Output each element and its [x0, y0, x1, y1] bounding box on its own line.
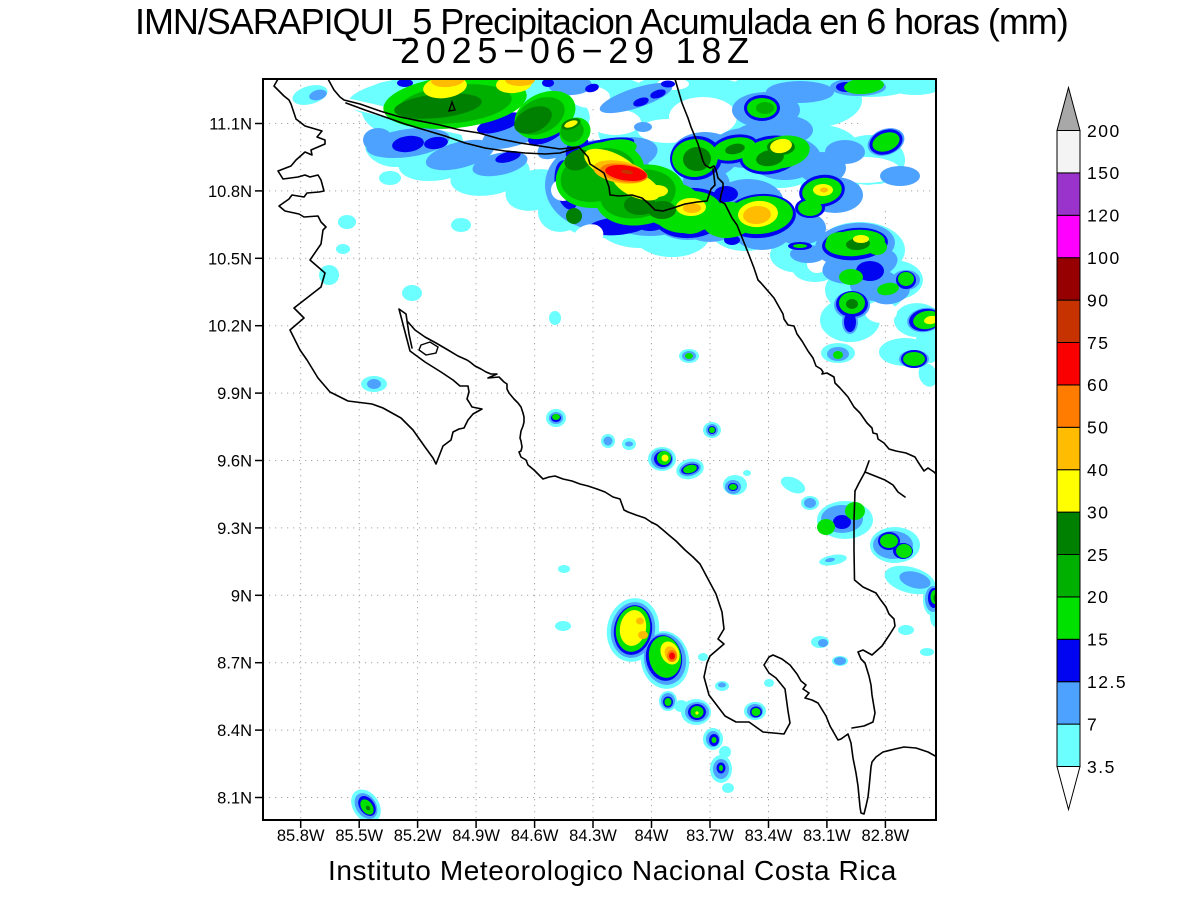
svg-text:9N: 9N: [231, 587, 252, 605]
svg-text:82.8W: 82.8W: [862, 827, 910, 845]
svg-text:40: 40: [1087, 460, 1109, 480]
svg-text:75: 75: [1087, 333, 1109, 353]
svg-text:120: 120: [1087, 206, 1121, 226]
svg-text:9.9N: 9.9N: [217, 385, 252, 403]
svg-text:83.1W: 83.1W: [803, 827, 851, 845]
svg-text:7: 7: [1087, 714, 1098, 734]
svg-text:3.5: 3.5: [1087, 757, 1116, 777]
svg-text:Instituto Meteorologico Nacion: Instituto Meteorologico Nacional Costa R…: [328, 855, 897, 886]
svg-text:9.6N: 9.6N: [217, 453, 252, 471]
svg-text:10.5N: 10.5N: [208, 250, 252, 268]
svg-text:25: 25: [1087, 545, 1109, 565]
svg-text:150: 150: [1087, 163, 1121, 183]
svg-text:10.2N: 10.2N: [208, 318, 252, 336]
svg-text:90: 90: [1087, 290, 1109, 310]
svg-text:83.4W: 83.4W: [745, 827, 793, 845]
svg-text:2025−06−29 18Z: 2025−06−29 18Z: [400, 30, 755, 71]
svg-text:10.8N: 10.8N: [208, 183, 252, 201]
svg-text:15: 15: [1087, 630, 1109, 650]
svg-text:30: 30: [1087, 502, 1109, 522]
svg-text:100: 100: [1087, 248, 1121, 268]
svg-text:84.3W: 84.3W: [569, 827, 617, 845]
svg-text:85.8W: 85.8W: [277, 827, 325, 845]
svg-text:85.2W: 85.2W: [394, 827, 442, 845]
svg-text:60: 60: [1087, 375, 1109, 395]
svg-text:84.6W: 84.6W: [511, 827, 559, 845]
svg-text:50: 50: [1087, 418, 1109, 438]
svg-text:9.3N: 9.3N: [217, 520, 252, 538]
svg-text:200: 200: [1087, 121, 1121, 141]
svg-text:85.5W: 85.5W: [335, 827, 383, 845]
svg-text:12.5: 12.5: [1087, 672, 1127, 692]
svg-text:11.1N: 11.1N: [209, 116, 252, 134]
svg-text:8.1N: 8.1N: [217, 790, 252, 808]
svg-text:84.9W: 84.9W: [452, 827, 500, 845]
svg-text:8.4N: 8.4N: [217, 722, 252, 740]
svg-text:8.7N: 8.7N: [217, 655, 252, 673]
svg-text:83.7W: 83.7W: [686, 827, 734, 845]
svg-text:20: 20: [1087, 587, 1109, 607]
svg-text:84W: 84W: [635, 827, 669, 845]
svg-text:IMN/SARAPIQUI_5 Precipitacion: IMN/SARAPIQUI_5 Precipitacion Acumulada …: [135, 1, 1068, 42]
